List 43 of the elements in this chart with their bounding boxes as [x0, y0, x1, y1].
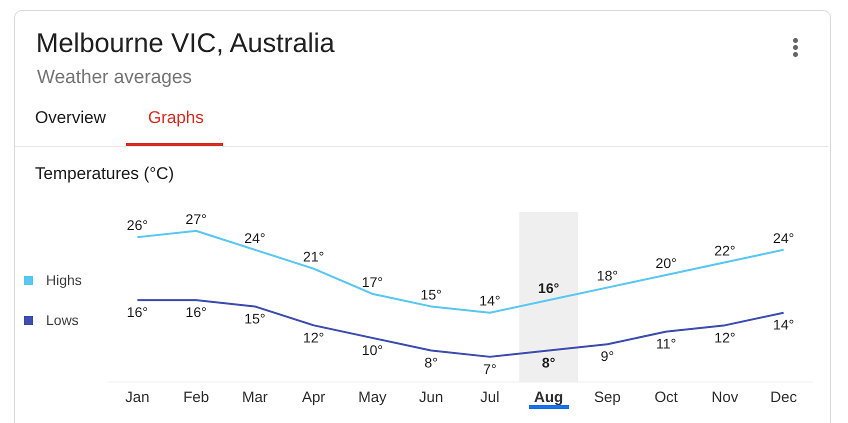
x-tick-label: Feb — [183, 389, 210, 406]
data-label: 7° — [483, 360, 497, 377]
data-label: 22° — [714, 242, 736, 258]
data-label: 10° — [362, 342, 383, 358]
data-label: 21° — [303, 248, 324, 265]
data-label: 24° — [773, 230, 794, 246]
x-tick-label: Oct — [654, 389, 679, 406]
x-tick-label: Jul — [480, 389, 500, 406]
data-label: 27° — [186, 210, 207, 227]
legend-label: Lows — [46, 312, 79, 328]
data-label: 8° — [424, 354, 438, 371]
data-label: 14° — [773, 316, 794, 333]
x-tick-label: Apr — [302, 389, 326, 406]
data-label: 17° — [362, 274, 383, 290]
data-label: 14° — [479, 292, 500, 309]
x-tick-label: Mar — [242, 389, 268, 406]
x-tick-label: Jun — [419, 389, 444, 406]
data-label: 18° — [596, 268, 618, 284]
x-tick-label: Nov — [712, 389, 739, 406]
data-label: 15° — [244, 310, 266, 326]
x-tick-label: Jan — [125, 389, 150, 406]
data-label: 20° — [656, 254, 677, 271]
data-label: 24° — [244, 230, 266, 246]
data-label: 26° — [126, 217, 148, 234]
data-label: 15° — [420, 286, 442, 302]
text: Overview — [35, 108, 106, 128]
data-label: 8° — [542, 354, 556, 371]
chart-title: Melbourne VIC, Australia — [36, 28, 335, 59]
data-label: 12° — [303, 329, 324, 346]
data-label: 12° — [714, 329, 736, 346]
x-tick-label: May — [358, 389, 388, 406]
data-label: 16° — [126, 304, 148, 320]
text: Graphs — [148, 108, 204, 128]
data-label: 16° — [538, 280, 560, 296]
data-label: 16° — [186, 304, 207, 320]
x-tick-label: Dec — [770, 389, 798, 406]
legend-label: Highs — [46, 272, 82, 288]
y-axis-title: Temperatures (°C) — [35, 164, 174, 184]
x-tick-label: Aug — [534, 389, 564, 406]
data-label: 9° — [600, 348, 614, 364]
data-label: 11° — [656, 336, 676, 352]
chart-subtitle: Weather averages — [37, 67, 192, 89]
x-tick-label: Sep — [594, 389, 621, 406]
